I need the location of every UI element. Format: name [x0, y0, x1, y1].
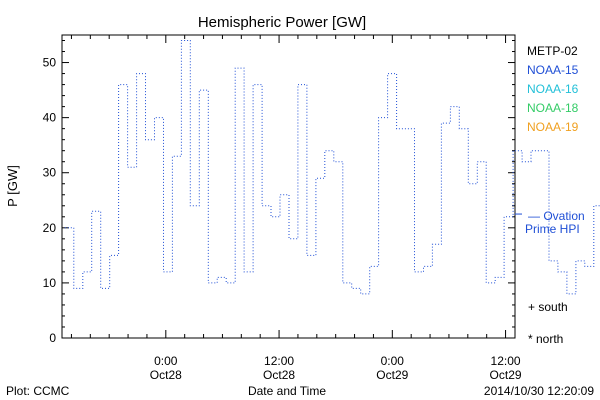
y-tick-label: 50 — [43, 56, 57, 70]
y-tick-label: 30 — [43, 166, 57, 180]
y-tick-label: 0 — [49, 331, 56, 345]
y-axis-label: P [GW] — [5, 165, 20, 207]
x-tick-label-date: Oct28 — [150, 368, 182, 382]
marker-legend-south: + south — [528, 300, 568, 314]
y-tick-label: 10 — [43, 276, 57, 290]
x-tick-label-time: 12:00 — [491, 354, 521, 368]
chart-title: Hemispheric Power [GW] — [198, 14, 366, 31]
x-tick-label-date: Oct28 — [263, 368, 295, 382]
x-tick-label-date: Oct29 — [490, 368, 522, 382]
x-axis-label: Date and Time — [248, 384, 326, 398]
legend-item: NOAA-19 — [527, 120, 579, 134]
legend-item: NOAA-18 — [527, 101, 579, 115]
legend: METP-02 NOAA-15 NOAA-16 NOAA-18 NOAA-19 — [527, 44, 579, 134]
footer-timestamp: 2014/10/30 12:20:09 — [484, 384, 594, 398]
x-tick-label-time: 12:00 — [264, 354, 294, 368]
legend-item: METP-02 — [527, 44, 578, 58]
x-tick-label-time: 0:00 — [154, 354, 178, 368]
y-axis: 0 10 20 30 40 50 — [43, 40, 515, 345]
reference-label-line1: — Ovation — [528, 209, 585, 223]
x-tick-label-date: Oct29 — [376, 368, 408, 382]
y-tick-label: 40 — [43, 111, 57, 125]
series-layer — [64, 40, 600, 295]
y-tick-label: 20 — [43, 221, 57, 235]
legend-item: NOAA-16 — [527, 82, 579, 96]
reference-marker: — Ovation Prime HPI — [525, 209, 585, 236]
series-line-ovation — [64, 40, 600, 295]
x-tick-label-time: 0:00 — [381, 354, 405, 368]
footer-plot-credit: Plot: CCMC — [6, 384, 70, 398]
reference-label-line2: Prime HPI — [525, 222, 580, 236]
legend-item: NOAA-15 — [527, 63, 579, 77]
marker-legend-north: * north — [528, 332, 563, 346]
plot-frame — [61, 34, 516, 339]
